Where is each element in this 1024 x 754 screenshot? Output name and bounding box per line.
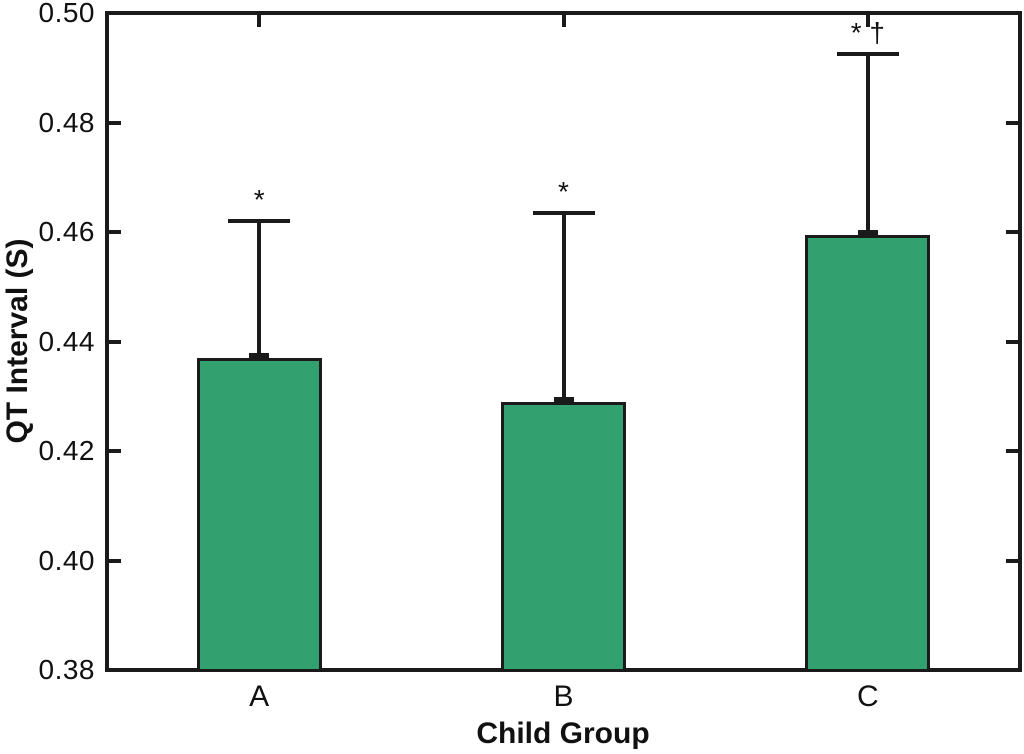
error-bar-cap-bottom [857,229,878,236]
error-bar-cap-bottom [249,352,270,359]
error-bar-stem [257,221,262,358]
error-bar-cap-top [532,210,595,215]
y-tick-label: 0.44 [38,325,95,357]
y-tick-label: 0.50 [38,0,95,28]
x-tick-mark-top [865,13,870,27]
x-category-label: C [856,680,879,713]
y-tick-mark-right [1006,449,1020,453]
significance-annotation: * [253,184,265,216]
bar [501,401,626,672]
significance-annotation: * † [850,17,885,49]
y-tick-label: 0.46 [38,216,95,247]
y-tick-mark-right [1006,558,1020,563]
y-tick-label: 0.42 [38,435,95,466]
y-tick-mark-left [107,230,121,234]
y-tick-mark-right [1006,339,1020,344]
error-bar-stem [865,54,870,235]
bar [196,357,322,672]
y-tick-label: 0.48 [38,106,95,138]
y-tick-mark-right [1006,120,1020,125]
y-tick-mark-left [107,120,121,125]
x-category-label: A [249,680,270,713]
significance-annotation: * [558,175,569,207]
y-tick-mark-left [107,339,121,344]
y-tick-label: 0.40 [38,544,95,576]
x-tick-mark-top [257,13,262,27]
y-tick-label: 0.38 [38,654,95,685]
bar [805,234,931,672]
x-category-label: B [553,680,574,713]
y-tick-mark-right [1006,230,1020,234]
x-axis-title: Child Group [476,717,650,750]
error-bar-cap-top [228,219,291,224]
error-bar-cap-top [836,52,899,57]
error-bar-cap-bottom [553,396,574,403]
y-tick-mark-left [107,449,121,453]
y-tick-mark-left [107,558,121,563]
error-bar-stem [561,212,566,402]
x-tick-mark-top [561,13,566,27]
